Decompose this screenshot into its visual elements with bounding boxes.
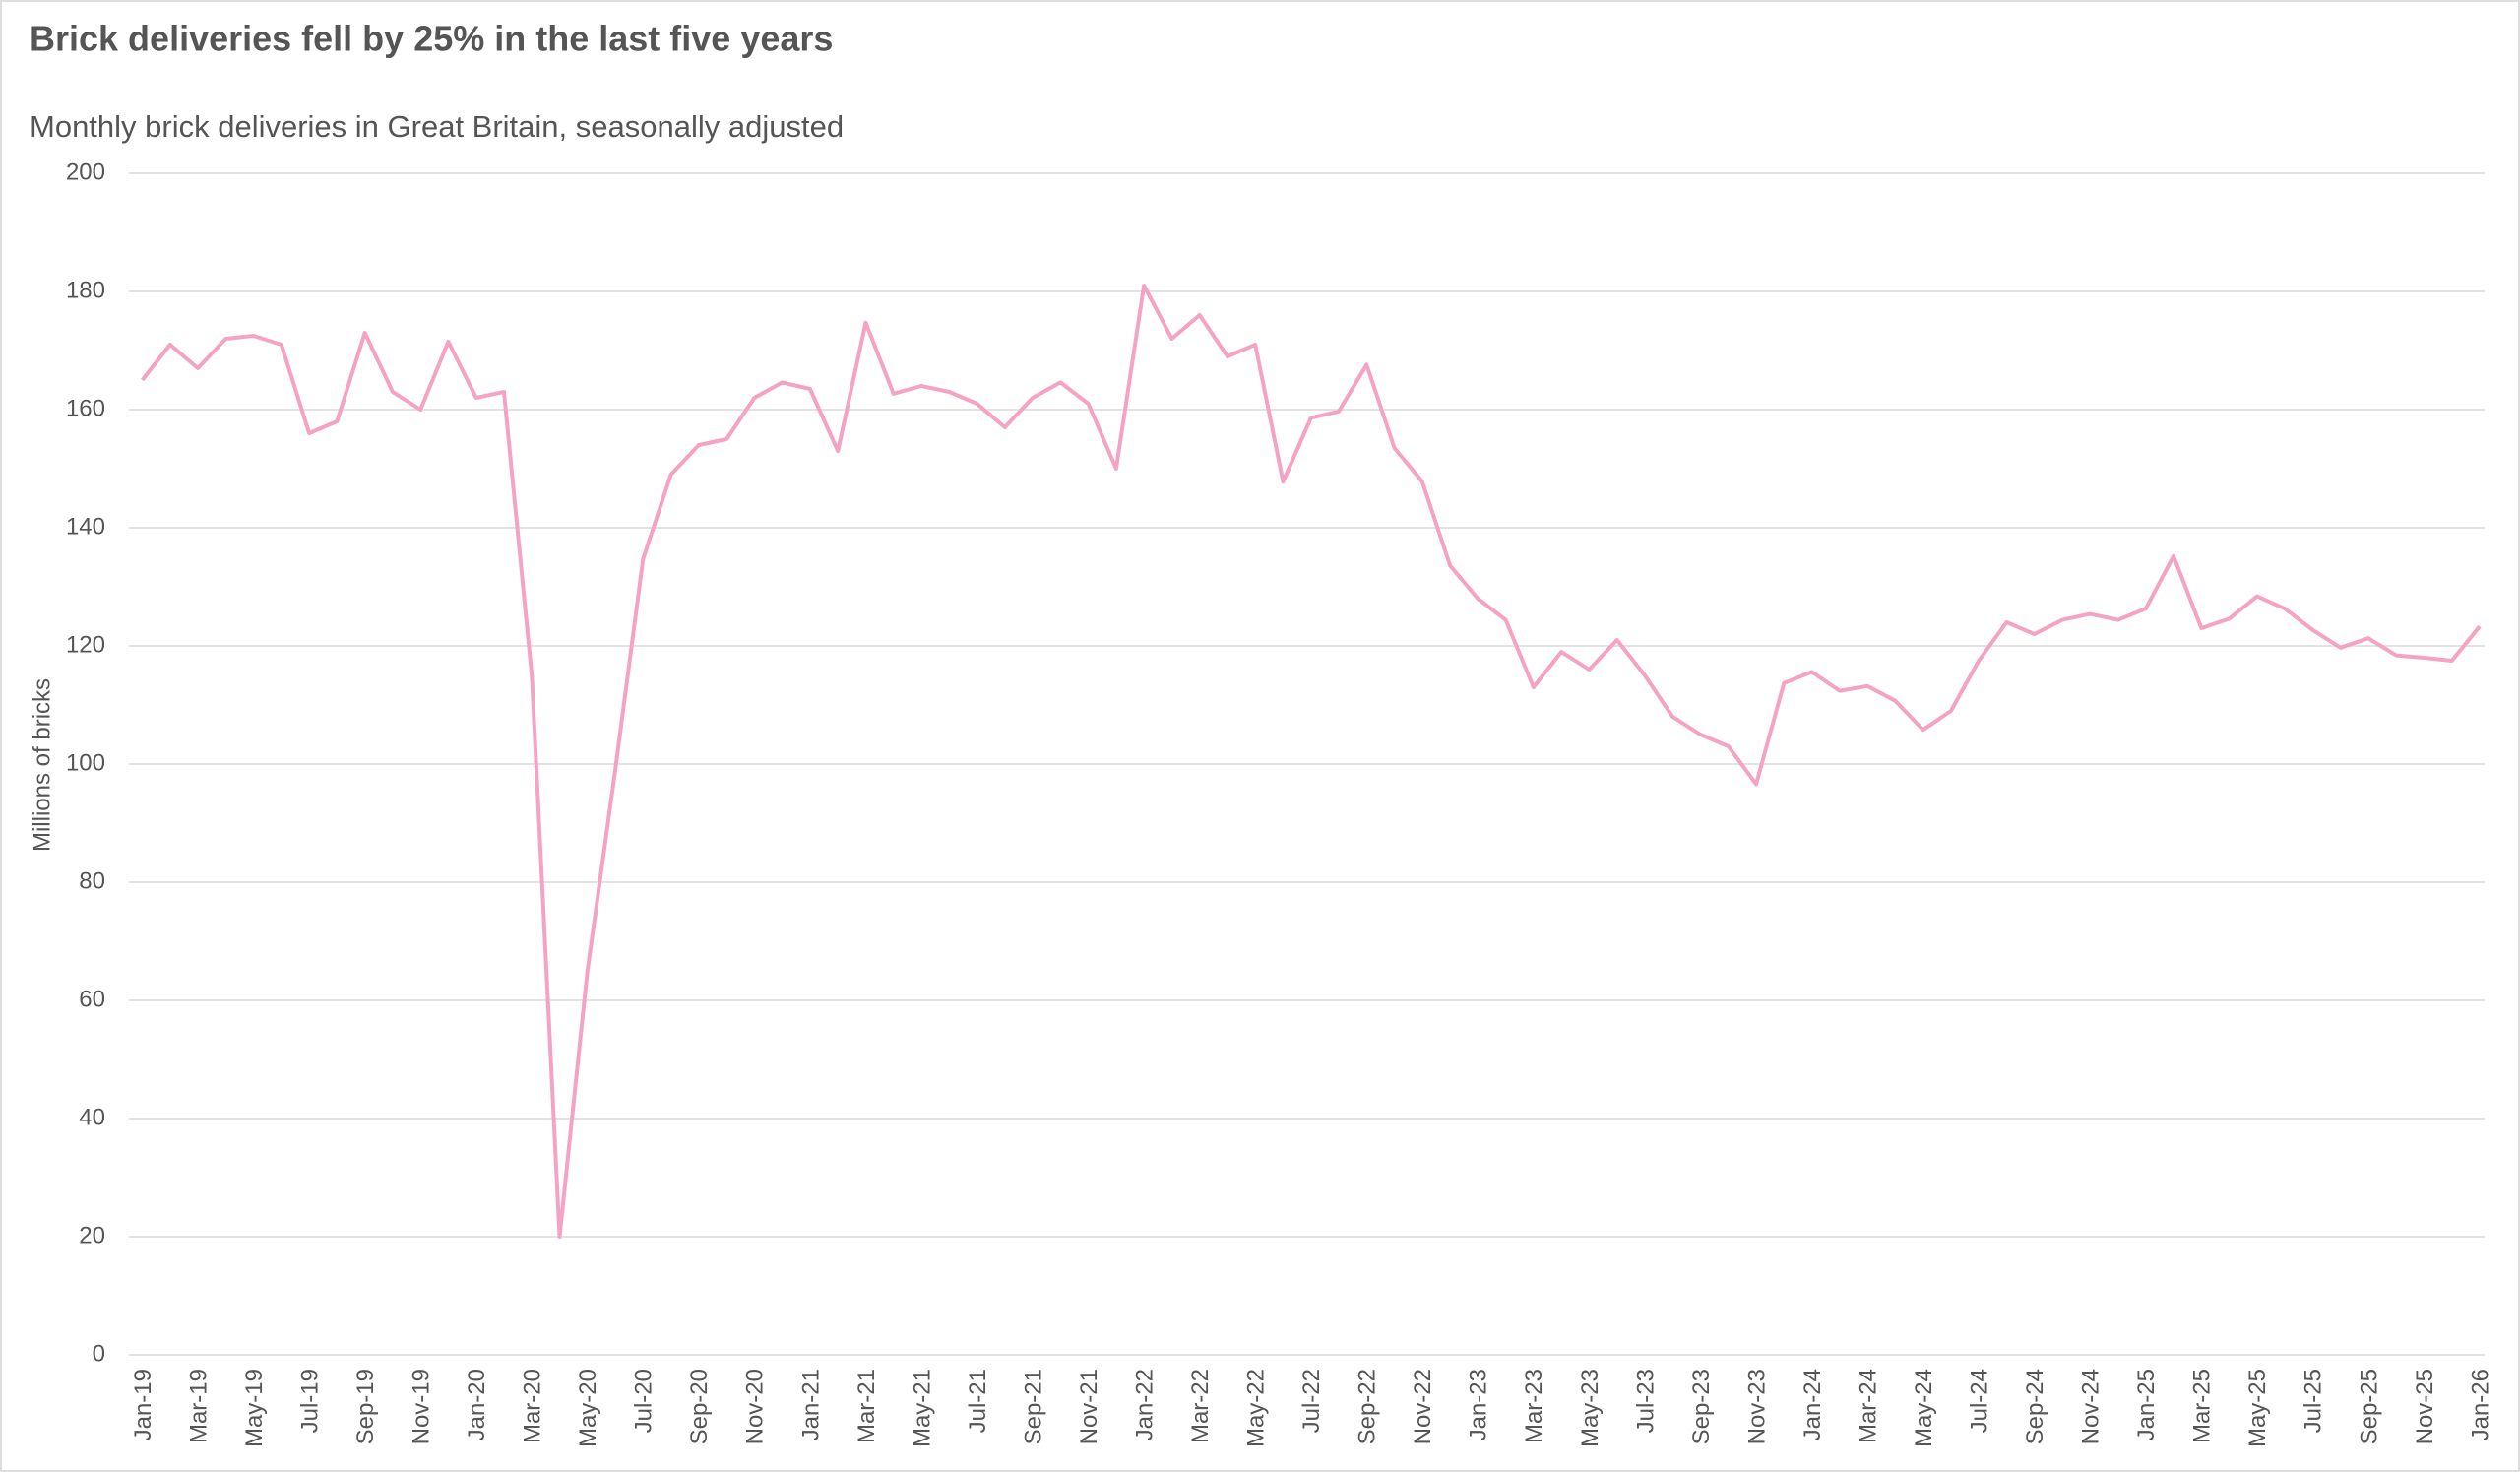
x-tick-label: Nov-23 xyxy=(1743,1369,1770,1444)
x-tick-label: Nov-21 xyxy=(1076,1369,1102,1444)
y-axis-label: Millions of bricks xyxy=(29,678,55,852)
y-tick-label: 120 xyxy=(66,631,105,658)
x-tick-label: Jan-25 xyxy=(2133,1369,2160,1440)
x-tick-label: Sep-20 xyxy=(686,1369,713,1444)
x-tick-label: Jul-24 xyxy=(1967,1369,1993,1433)
chart-title: Brick deliveries fell by 25% in the last… xyxy=(30,19,833,59)
x-tick-label: Jul-23 xyxy=(1632,1369,1659,1433)
chart-subtitle: Monthly brick deliveries in Great Britai… xyxy=(30,109,844,144)
y-tick-label: 140 xyxy=(66,513,105,540)
x-tick-label: Jan-24 xyxy=(1799,1369,1826,1440)
x-tick-label: Jan-22 xyxy=(1131,1369,1158,1440)
y-tick-label: 200 xyxy=(66,159,105,185)
x-tick-label: May-24 xyxy=(1911,1369,1937,1447)
x-tick-label: May-20 xyxy=(575,1369,601,1447)
x-tick-label: Sep-21 xyxy=(1020,1369,1046,1444)
x-tick-label: Mar-24 xyxy=(1855,1369,1881,1443)
x-tick-label: Nov-22 xyxy=(1410,1369,1436,1444)
x-tick-label: Nov-25 xyxy=(2412,1369,2438,1444)
y-tick-label: 20 xyxy=(79,1222,105,1248)
x-tick-label: Sep-25 xyxy=(2356,1369,2382,1444)
x-tick-label: Sep-23 xyxy=(1688,1369,1715,1444)
x-tick-label: Mar-23 xyxy=(1521,1369,1547,1443)
x-tick-label: Sep-22 xyxy=(1354,1369,1381,1444)
x-tick-label: Nov-20 xyxy=(742,1369,769,1444)
x-tick-label: Nov-24 xyxy=(2078,1369,2105,1444)
x-tick-label: May-21 xyxy=(909,1369,935,1447)
x-tick-label: Mar-25 xyxy=(2189,1369,2216,1443)
y-tick-label: 180 xyxy=(66,277,105,303)
x-tick-label: Mar-22 xyxy=(1187,1369,1214,1443)
x-tick-label: Sep-24 xyxy=(2022,1369,2048,1444)
x-tick-label: Mar-19 xyxy=(185,1369,212,1443)
x-tick-label: Jan-26 xyxy=(2467,1369,2493,1440)
x-tick-label: Jul-19 xyxy=(296,1369,323,1433)
y-tick-label: 80 xyxy=(79,867,105,894)
x-tick-label: May-22 xyxy=(1243,1369,1270,1447)
x-tick-label: Jul-22 xyxy=(1298,1369,1325,1433)
x-tick-label: May-23 xyxy=(1577,1369,1604,1447)
y-tick-label: 0 xyxy=(93,1340,105,1367)
x-tick-label: Mar-21 xyxy=(853,1369,880,1443)
x-tick-label: Jul-21 xyxy=(965,1369,991,1433)
y-tick-label: 100 xyxy=(66,749,105,776)
x-tick-label: Jan-19 xyxy=(130,1369,157,1440)
x-tick-label: Nov-19 xyxy=(409,1369,435,1444)
y-tick-label: 160 xyxy=(66,395,105,421)
x-tick-label: Jul-25 xyxy=(2300,1369,2327,1433)
x-tick-label: Mar-20 xyxy=(520,1369,546,1443)
y-tick-label: 40 xyxy=(79,1104,105,1130)
data-line xyxy=(140,284,2482,1239)
x-tick-label: Jan-21 xyxy=(797,1369,824,1440)
x-tick-label: Jul-20 xyxy=(631,1369,658,1433)
y-tick-label: 60 xyxy=(79,986,105,1012)
x-tick-label: May-25 xyxy=(2244,1369,2271,1447)
x-tick-label: Sep-19 xyxy=(352,1369,379,1444)
x-tick-label: May-19 xyxy=(241,1369,268,1447)
x-tick-label: Jan-20 xyxy=(464,1369,490,1440)
x-tick-label: Jan-23 xyxy=(1466,1369,1492,1440)
